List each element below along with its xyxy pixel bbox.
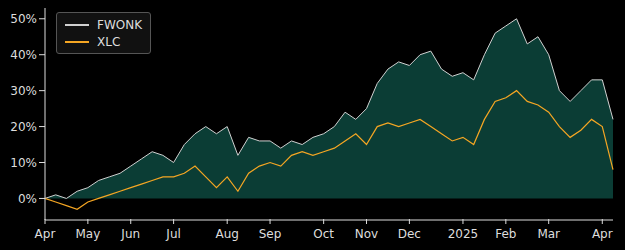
svg-text:Apr: Apr <box>35 227 56 241</box>
svg-text:Aug: Aug <box>215 227 238 241</box>
svg-text:Sep: Sep <box>259 227 282 241</box>
html-text:FWONK: FWONK <box>97 17 143 32</box>
svg-text:30%: 30% <box>10 84 37 98</box>
svg-text:Jul: Jul <box>165 227 180 241</box>
svg-text:Apr: Apr <box>592 227 613 241</box>
svg-text:2025: 2025 <box>448 227 479 241</box>
svg-text:50%: 50% <box>10 12 37 26</box>
svg-text:Dec: Dec <box>398 227 421 241</box>
svg-text:40%: 40% <box>10 48 37 62</box>
svg-text:10%: 10% <box>10 156 37 170</box>
svg-text:Jun: Jun <box>120 227 140 241</box>
svg-text:May: May <box>75 227 100 241</box>
svg-text:Oct: Oct <box>313 227 334 241</box>
svg-text:20%: 20% <box>10 120 37 134</box>
svg-text:Nov: Nov <box>355 227 378 241</box>
svg-text:Feb: Feb <box>495 227 516 241</box>
svg-text:0%: 0% <box>18 192 37 206</box>
svg-text:Mar: Mar <box>537 227 560 241</box>
html-text:XLC: XLC <box>97 34 121 49</box>
